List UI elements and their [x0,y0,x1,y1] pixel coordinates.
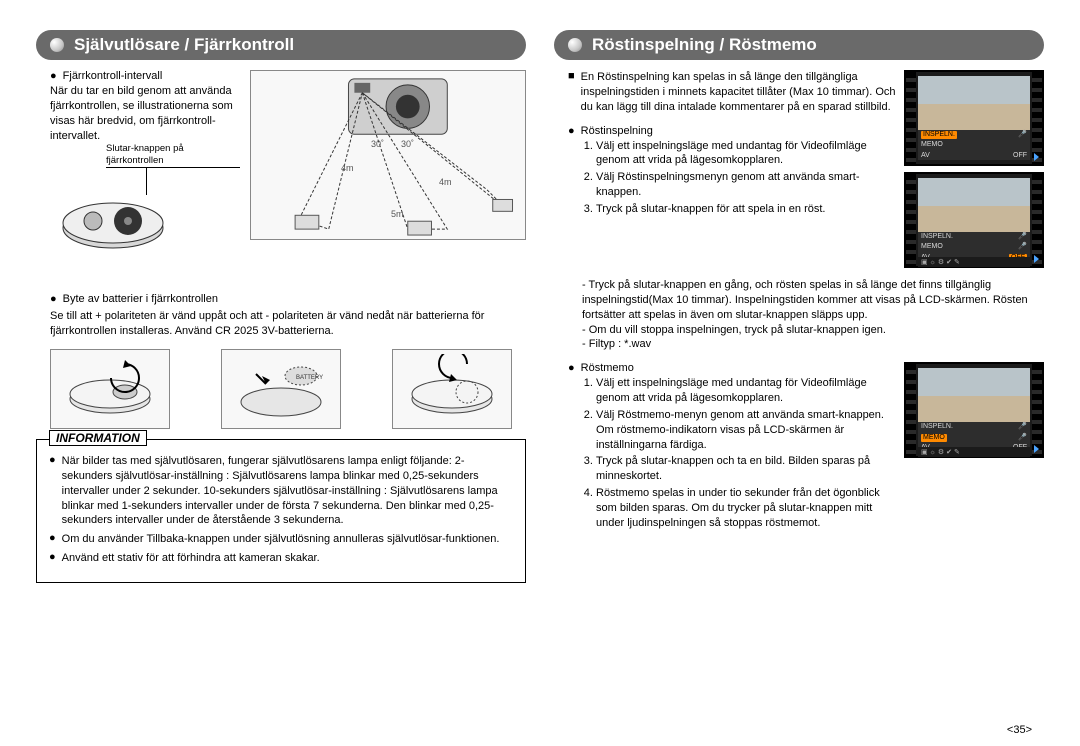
bullet-icon: ● [568,125,575,137]
battery-step-3 [392,349,512,429]
info-item-2: Om du använder Tillbaka-knappen under sj… [62,532,500,547]
left-title-pill: Självutlösare / Fjärrkontroll [36,30,526,60]
right-title: Röstinspelning / Röstmemo [592,35,817,55]
play-icon [1034,445,1039,453]
play-icon [1034,255,1039,263]
left-title: Självutlösare / Fjärrkontroll [74,35,294,55]
intro-section: ■ En Röstinspelning kan spelas in så län… [568,70,1044,268]
lcd-row3l: AV [921,152,930,160]
lcd-icons: ▣ ☼ ⚙ ✔ ✎ [918,447,1030,457]
battery-step-1 [50,349,170,429]
lcd-row1: INSPELN. [921,131,957,139]
page-number: <35> [1007,724,1032,736]
bullet-icon: ● [50,293,57,305]
lcd-row2: MEMO [921,141,943,149]
rostinspelning-notes: Tryck på slutar-knappen en gång, och rös… [568,278,1044,352]
information-box: INFORMATION ●När bilder tas med självutl… [36,439,526,583]
battery-step-2: BATTERY [221,349,341,429]
right-title-pill: Röstinspelning / Röstmemo [554,30,1044,60]
byte-body: Se till att + polariteten är vänd uppåt … [50,309,526,339]
mic-icon: 🎤 [1018,131,1027,139]
rostmemo-steps: Välj ett inspelningsläge med undantag fö… [596,376,896,530]
rostinspelning-step-3: Tryck på slutar-knappen för att spela in… [596,202,896,217]
info-item-3: Använd ett stativ för att förhindra att … [62,551,320,566]
remote-callout: Slutar-knappen på fjärrkontrollen [106,143,240,168]
rostmemo-step-3: Tryck på slutar-knappen och ta en bild. … [596,454,896,484]
bullet-icon: ● [50,70,57,82]
angle-label-1: 30˚ [371,139,384,149]
mic-icon: 🎤 [1018,233,1027,241]
byte-heading: Byte av batterier i fjärrkontrollen [63,293,218,305]
rostmemo-step-2: Välj Röstmemo-menyn genom att använda sm… [596,408,896,453]
rostmemo-step-4: Röstmemo spelas in under tio sekunder fr… [596,486,896,531]
mic-icon: 🎤 [1018,434,1027,442]
info-title: INFORMATION [49,430,147,446]
dist-4m-2: 4m [439,177,452,187]
byte-section: ● Byte av batterier i fjärrkontrollen Se… [50,293,526,339]
rostmemo-heading: Röstmemo [581,362,634,374]
square-bullet-icon: ■ [568,70,575,115]
rostmemo-section: ● Röstmemo Välj ett inspelningsläge med … [568,362,1044,532]
mic-icon: 🎤 [1018,243,1027,251]
note-1: Tryck på slutar-knappen en gång, och rös… [582,278,1044,323]
fjarr-heading: Fjärrkontroll-intervall [63,70,163,82]
note-3: Filtyp : *.wav [582,337,1044,352]
lcd-preview-3: INSPELN.🎤 MEMO🎤 AVOFF ▣ ☼ ⚙ ✔ ✎ [904,362,1044,458]
lcd-row1: INSPELN. [921,423,953,431]
lcd-icons: ▣ ☼ ⚙ ✔ ✎ [918,257,1030,267]
mic-icon: 🎤 [1018,423,1027,431]
remote-control-illustration [58,183,178,253]
lcd-row2: MEMO [921,434,947,442]
camera-range-illustration: 30˚ 30˚ 4m 4m 5m [250,70,526,240]
bullet-icon: ● [49,454,56,528]
rostmemo-step-1: Välj ett inspelningsläge med undantag fö… [596,376,896,406]
bullet-icon: ● [49,551,56,566]
lcd-preview-1: INSPELN. 🎤 MEMO AV OFF [904,70,1044,166]
rostinspelning-step-2: Välj Röstinspelningsmenyn genom att anvä… [596,170,896,200]
pill-dot-icon [568,38,582,52]
left-column: Självutlösare / Fjärrkontroll ● Fjärrkon… [36,30,526,583]
rostinspelning-steps: Välj ett inspelningsläge med undantag fö… [596,139,896,217]
lcd-row1: INSPELN. [921,233,953,241]
dist-4m-1: 4m [341,163,354,173]
play-icon [1034,153,1039,161]
angle-label-2: 30˚ [401,139,414,149]
info-item-1: När bilder tas med självutlösaren, funge… [62,454,513,528]
svg-text:BATTERY: BATTERY [296,375,323,381]
rostinspelning-heading: Röstinspelning [581,125,653,137]
battery-illustrations: BATTERY [50,349,512,429]
dist-5m: 5m [391,209,404,219]
right-column: Röstinspelning / Röstmemo ■ En Röstinspe… [554,30,1044,583]
note-2: Om du vill stoppa inspelningen, tryck på… [582,323,1044,338]
pill-dot-icon [50,38,64,52]
bullet-icon: ● [568,362,575,374]
intro-text: En Röstinspelning kan spelas in så länge… [581,70,896,115]
bullet-icon: ● [49,532,56,547]
lcd-row2: MEMO [921,243,943,251]
lcd-row3r: OFF [1013,152,1027,160]
fjarr-section: ● Fjärrkontroll-intervall När du tar en … [50,70,526,283]
fjarr-body: När du tar en bild genom att använda fjä… [50,84,240,143]
lcd-preview-2: INSPELN.🎤 MEMO🎤 AVOFF ▣ ☼ ⚙ ✔ ✎ [904,172,1044,268]
rostinspelning-step-1: Välj ett inspelningsläge med undantag fö… [596,139,896,169]
